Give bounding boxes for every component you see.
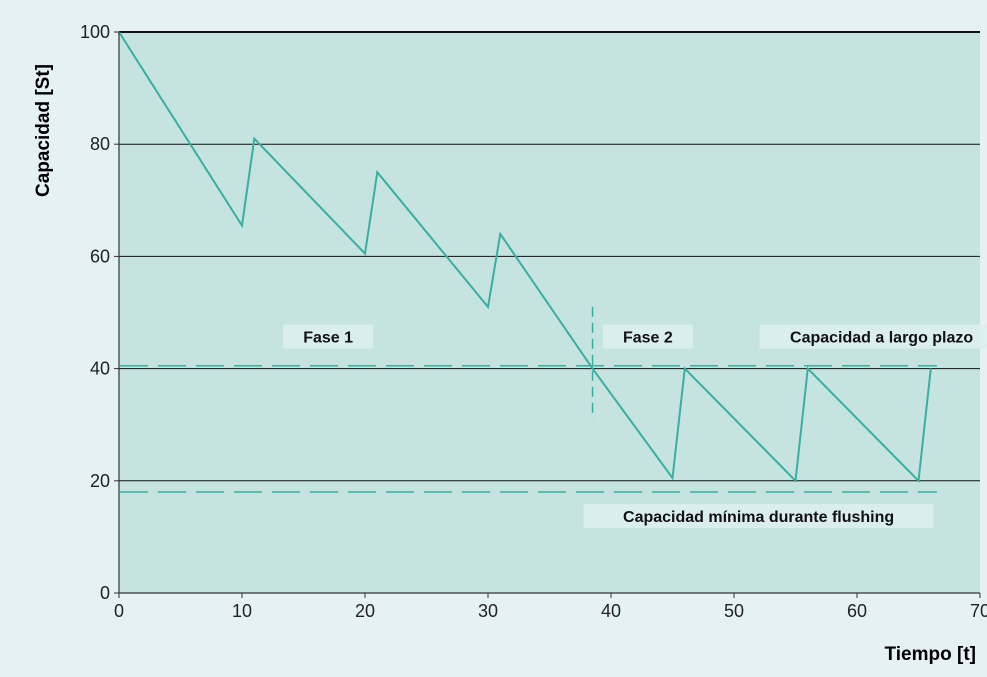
x-tick-label-20: 20 [355,601,375,621]
y-tick-label-80: 80 [90,134,110,154]
annotation-2: Capacidad a largo plazo [790,330,973,347]
y-axis-label: Capacidad [St] [33,64,54,197]
annotation-3: Capacidad mínima durante flushing [623,509,894,526]
y-tick-label-100: 100 [80,22,110,42]
x-tick-label-40: 40 [601,601,621,621]
annotation-1: Fase 2 [623,330,673,347]
x-tick-label-50: 50 [724,601,744,621]
annotation-0: Fase 1 [303,330,353,347]
y-tick-label-40: 40 [90,359,110,379]
x-tick-label-30: 30 [478,601,498,621]
y-tick-label-0: 0 [100,583,110,603]
y-tick-label-20: 20 [90,471,110,491]
y-tick-label-60: 60 [90,246,110,266]
x-tick-label-10: 10 [232,601,252,621]
x-axis-label: Tiempo [t] [885,644,976,665]
x-tick-label-0: 0 [114,601,124,621]
x-tick-label-70: 70 [970,601,987,621]
x-tick-label-60: 60 [847,601,867,621]
